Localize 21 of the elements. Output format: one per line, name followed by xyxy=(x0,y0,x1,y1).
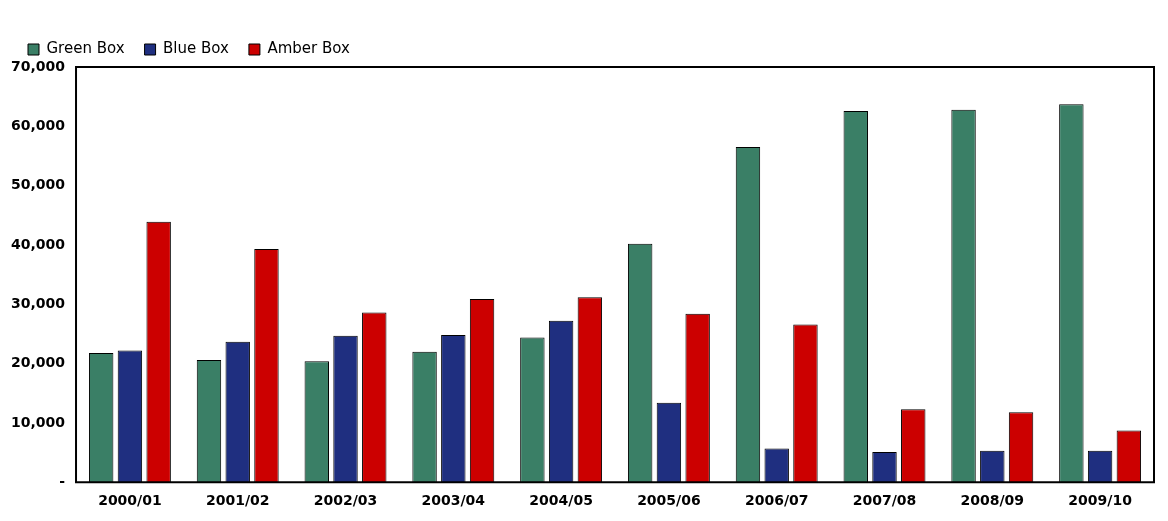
x-tick-label: 2003/04 xyxy=(421,492,486,509)
x-tick-label: 2001/02 xyxy=(205,492,270,509)
legend-label: Blue Box xyxy=(163,39,230,58)
x-tick-label: 2000/01 xyxy=(98,492,162,509)
x-tick-label: 2002/03 xyxy=(313,492,378,509)
y-tick-label: 10,000 xyxy=(10,413,66,430)
legend-label: Amber Box xyxy=(267,39,350,58)
y-tick-label: 20,000 xyxy=(10,354,66,371)
y-tick-label: 60,000 xyxy=(10,116,66,133)
x-tick-label: 2005/06 xyxy=(637,492,701,509)
y-tick-label: 40,000 xyxy=(10,235,66,252)
x-tick-label: 2004/05 xyxy=(529,492,593,509)
y-tick-label: 50,000 xyxy=(10,176,66,193)
x-tick-label: 2006/07 xyxy=(744,492,809,509)
legend-label: Green Box xyxy=(46,39,125,58)
x-tick-label: 2009/10 xyxy=(1068,492,1133,509)
y-tick-label: 70,000 xyxy=(10,57,66,74)
y-tick-label: - xyxy=(59,472,66,489)
y-tick-label: 30,000 xyxy=(10,294,66,311)
x-tick-label: 2007/08 xyxy=(852,492,917,509)
x-tick-label: 2008/09 xyxy=(960,492,1025,509)
